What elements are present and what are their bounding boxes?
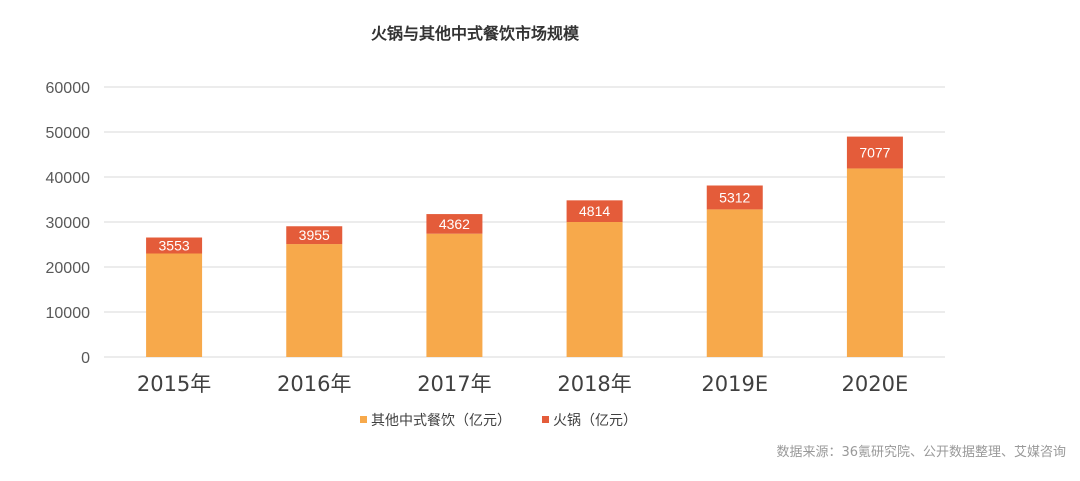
- legend-swatch-other-chinese: [360, 416, 367, 423]
- bar-other-chinese-0: [146, 253, 203, 357]
- chart-title: 火锅与其他中式餐饮市场规模: [371, 24, 580, 43]
- source-note: 数据来源：36氪研究院、公开数据整理、艾媒咨询: [776, 444, 1066, 460]
- y-tick-label: 50000: [46, 125, 91, 142]
- data-label-hotpot-1: 3955: [299, 227, 330, 243]
- bar-other-chinese-4: [706, 209, 763, 357]
- data-label-hotpot-5: 7077: [859, 145, 890, 161]
- y-tick-label: 0: [81, 350, 90, 367]
- y-axis-ticks: 0 10000 20000 30000 40000 50000 60000: [46, 80, 91, 367]
- x-tick-label: 2017年: [417, 372, 491, 396]
- data-label-hotpot-4: 5312: [719, 189, 750, 205]
- x-tick-label: 2019E: [701, 372, 768, 396]
- x-tick-label: 2015年: [137, 372, 211, 396]
- y-tick-label: 60000: [46, 80, 91, 97]
- bar-hotpot-1: [286, 226, 343, 245]
- x-tick-label: 2018年: [557, 372, 631, 396]
- bar-other-chinese-5: [846, 168, 903, 357]
- y-tick-label: 10000: [46, 305, 91, 322]
- bar-other-chinese-2: [426, 233, 483, 357]
- data-label-hotpot-3: 4814: [579, 203, 610, 219]
- bar-labels: 3553 3955 4362 4814 5312 7077: [159, 145, 891, 254]
- bar-hotpot-4: [706, 185, 763, 210]
- bar-other-chinese-1: [286, 244, 343, 357]
- bar-other-chinese-3: [566, 222, 623, 357]
- legend-label-other-chinese: 其他中式餐饮（亿元）: [371, 413, 511, 429]
- y-tick-label: 30000: [46, 215, 91, 232]
- data-label-hotpot-0: 3553: [159, 238, 190, 254]
- bar-hotpot-2: [426, 214, 483, 234]
- bar-hotpot-3: [566, 200, 623, 222]
- data-label-hotpot-2: 4362: [439, 216, 470, 232]
- legend-swatch-hotpot: [542, 416, 549, 423]
- bar-hotpot-0: [146, 237, 203, 254]
- bars: [146, 136, 903, 357]
- y-tick-label: 40000: [46, 170, 91, 187]
- legend-label-hotpot: 火锅（亿元）: [553, 413, 637, 429]
- y-tick-label: 20000: [46, 260, 91, 277]
- bar-hotpot-5: [846, 136, 903, 169]
- x-axis-ticks: 2015年 2016年 2017年 2018年 2019E 2020E: [137, 372, 908, 396]
- legend: 其他中式餐饮（亿元） 火锅（亿元）: [360, 413, 637, 429]
- x-tick-label: 2020E: [842, 372, 909, 396]
- x-tick-label: 2016年: [277, 372, 351, 396]
- grid-lines: [104, 86, 945, 358]
